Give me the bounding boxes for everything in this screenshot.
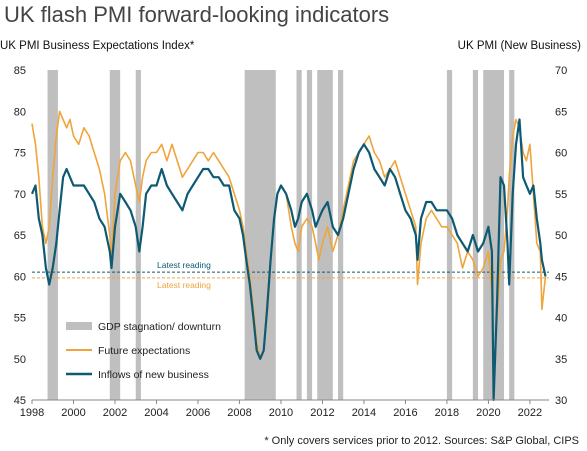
downturn-band-3 [244,70,276,400]
axes-group: 45 50 55 60 65 70 75 80 85 30 35 40 45 50 55 60 65 70 1998… [14,65,568,419]
latest-reading-label-expectations: Latest reading [157,280,211,290]
legend-label-new-business: Inflows of new business [98,369,209,381]
right-tick-label: 50 [555,230,567,242]
right-tick-label: 55 [555,189,567,201]
x-tick-label: 2004 [144,407,168,419]
left-tick-label: 45 [14,395,26,407]
latest-reading-label-new-business: Latest reading [157,260,211,270]
legend-label-downturn: GDP stagnation/ downturn [98,321,221,333]
left-tick-label: 70 [14,189,26,201]
downturn-band-8 [446,70,453,400]
left-tick-label: 80 [14,106,26,118]
x-tick-label: 2012 [310,407,334,419]
right-tick-label: 30 [555,395,567,407]
right-tick-label: 70 [555,65,567,77]
downturn-band-10 [483,70,504,400]
left-tick-label: 60 [14,271,26,283]
downturn-band-4 [296,70,302,400]
right-tick-label: 45 [555,271,567,283]
downturn-band-7 [338,70,344,400]
left-tick-label: 65 [14,230,26,242]
downturn-band-2 [135,70,141,400]
x-tick-label: 2008 [227,407,251,419]
left-axis-title: UK PMI Business Expectations Index* [0,40,195,52]
legend: GDP stagnation/ downturn Future expectati… [66,321,221,381]
x-tick-label: 2002 [103,407,127,419]
x-tick-label: 2010 [269,407,293,419]
x-tick-label: 2006 [186,407,210,419]
right-tick-label: 65 [555,106,567,118]
x-tick-label: 2000 [61,407,85,419]
downturn-band-0 [47,70,58,400]
series-group [30,110,547,402]
left-tick-label: 50 [14,354,26,366]
x-tick-label: 1998 [20,407,44,419]
left-tick-label: 55 [14,313,26,325]
x-tick-label: 2020 [476,407,500,419]
x-tick-label: 2014 [352,407,376,419]
chart-title: UK flash PMI forward-looking indicators [4,2,390,27]
x-tick-label: 2022 [518,407,542,419]
source-footnote: * Only covers services prior to 2012. So… [264,435,579,447]
left-tick-label: 75 [14,148,26,160]
downturn-band-5 [306,70,313,400]
left-tick-label: 85 [14,65,26,77]
right-axis-title: UK PMI (New Business) [457,40,581,52]
right-tick-label: 40 [555,313,567,325]
series-line-new-business [30,118,547,402]
legend-label-expectations: Future expectations [98,345,190,357]
x-tick-label: 2016 [393,407,417,419]
x-tick-label: 2018 [435,407,459,419]
right-tick-label: 60 [555,148,567,160]
downturn-band-9 [472,70,479,400]
latest-reading-lines: Latest reading Latest reading [32,260,549,290]
right-tick-label: 35 [555,354,567,366]
legend-swatch-downturn [66,322,92,330]
